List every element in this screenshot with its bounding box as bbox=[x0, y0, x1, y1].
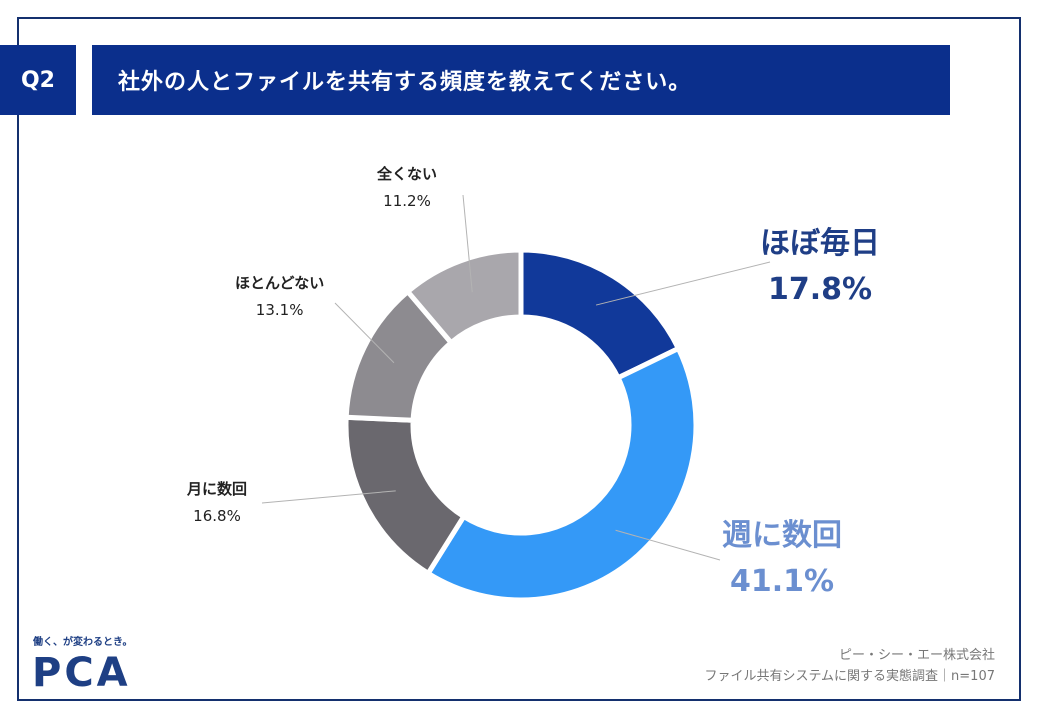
leader-line bbox=[261, 490, 396, 504]
source-note: ピー・シー・エー株式会社 ファイル共有システムに関する実態調査｜n=107 bbox=[704, 645, 995, 687]
brand-tagline: 働く、が変わるとき。 bbox=[33, 637, 133, 648]
label-monthly-pct: 16.8% bbox=[193, 507, 241, 525]
label-weekly-name: 週に数回 bbox=[722, 518, 842, 553]
pca-logo: PCA bbox=[32, 650, 131, 696]
label-monthly-name: 月に数回 bbox=[187, 480, 248, 498]
label-monthly: 月に数回 16.8% bbox=[187, 478, 247, 525]
question-title: 社外の人とファイルを共有する頻度を教えてください。 bbox=[92, 45, 950, 115]
label-never: 全くない 11.2% bbox=[377, 163, 437, 210]
source-survey: ファイル共有システムに関する実態調査｜n=107 bbox=[704, 669, 995, 684]
source-company: ピー・シー・エー株式会社 bbox=[838, 648, 995, 663]
label-daily-name: ほぼ毎日 bbox=[760, 226, 880, 261]
label-never-pct: 11.2% bbox=[383, 192, 431, 210]
label-never-name: 全くない bbox=[377, 165, 438, 183]
question-badge: Q2 bbox=[0, 45, 76, 115]
label-rarely-pct: 13.1% bbox=[255, 301, 304, 319]
leader-line bbox=[462, 194, 473, 293]
label-daily-pct: 17.8% bbox=[767, 272, 873, 307]
label-weekly-pct: 41.1% bbox=[729, 564, 835, 599]
leader-line bbox=[615, 529, 721, 561]
leader-line bbox=[334, 302, 395, 364]
label-rarely: ほとんどない 13.1% bbox=[235, 272, 324, 319]
chart-frame bbox=[17, 17, 1021, 701]
slice-weekly bbox=[424, 345, 699, 603]
leader-line bbox=[595, 261, 771, 306]
label-rarely-name: ほとんどない bbox=[235, 274, 325, 292]
label-daily: ほぼ毎日 17.8% bbox=[760, 218, 880, 307]
label-weekly: 週に数回 41.1% bbox=[722, 510, 842, 599]
slice-never bbox=[404, 247, 524, 347]
